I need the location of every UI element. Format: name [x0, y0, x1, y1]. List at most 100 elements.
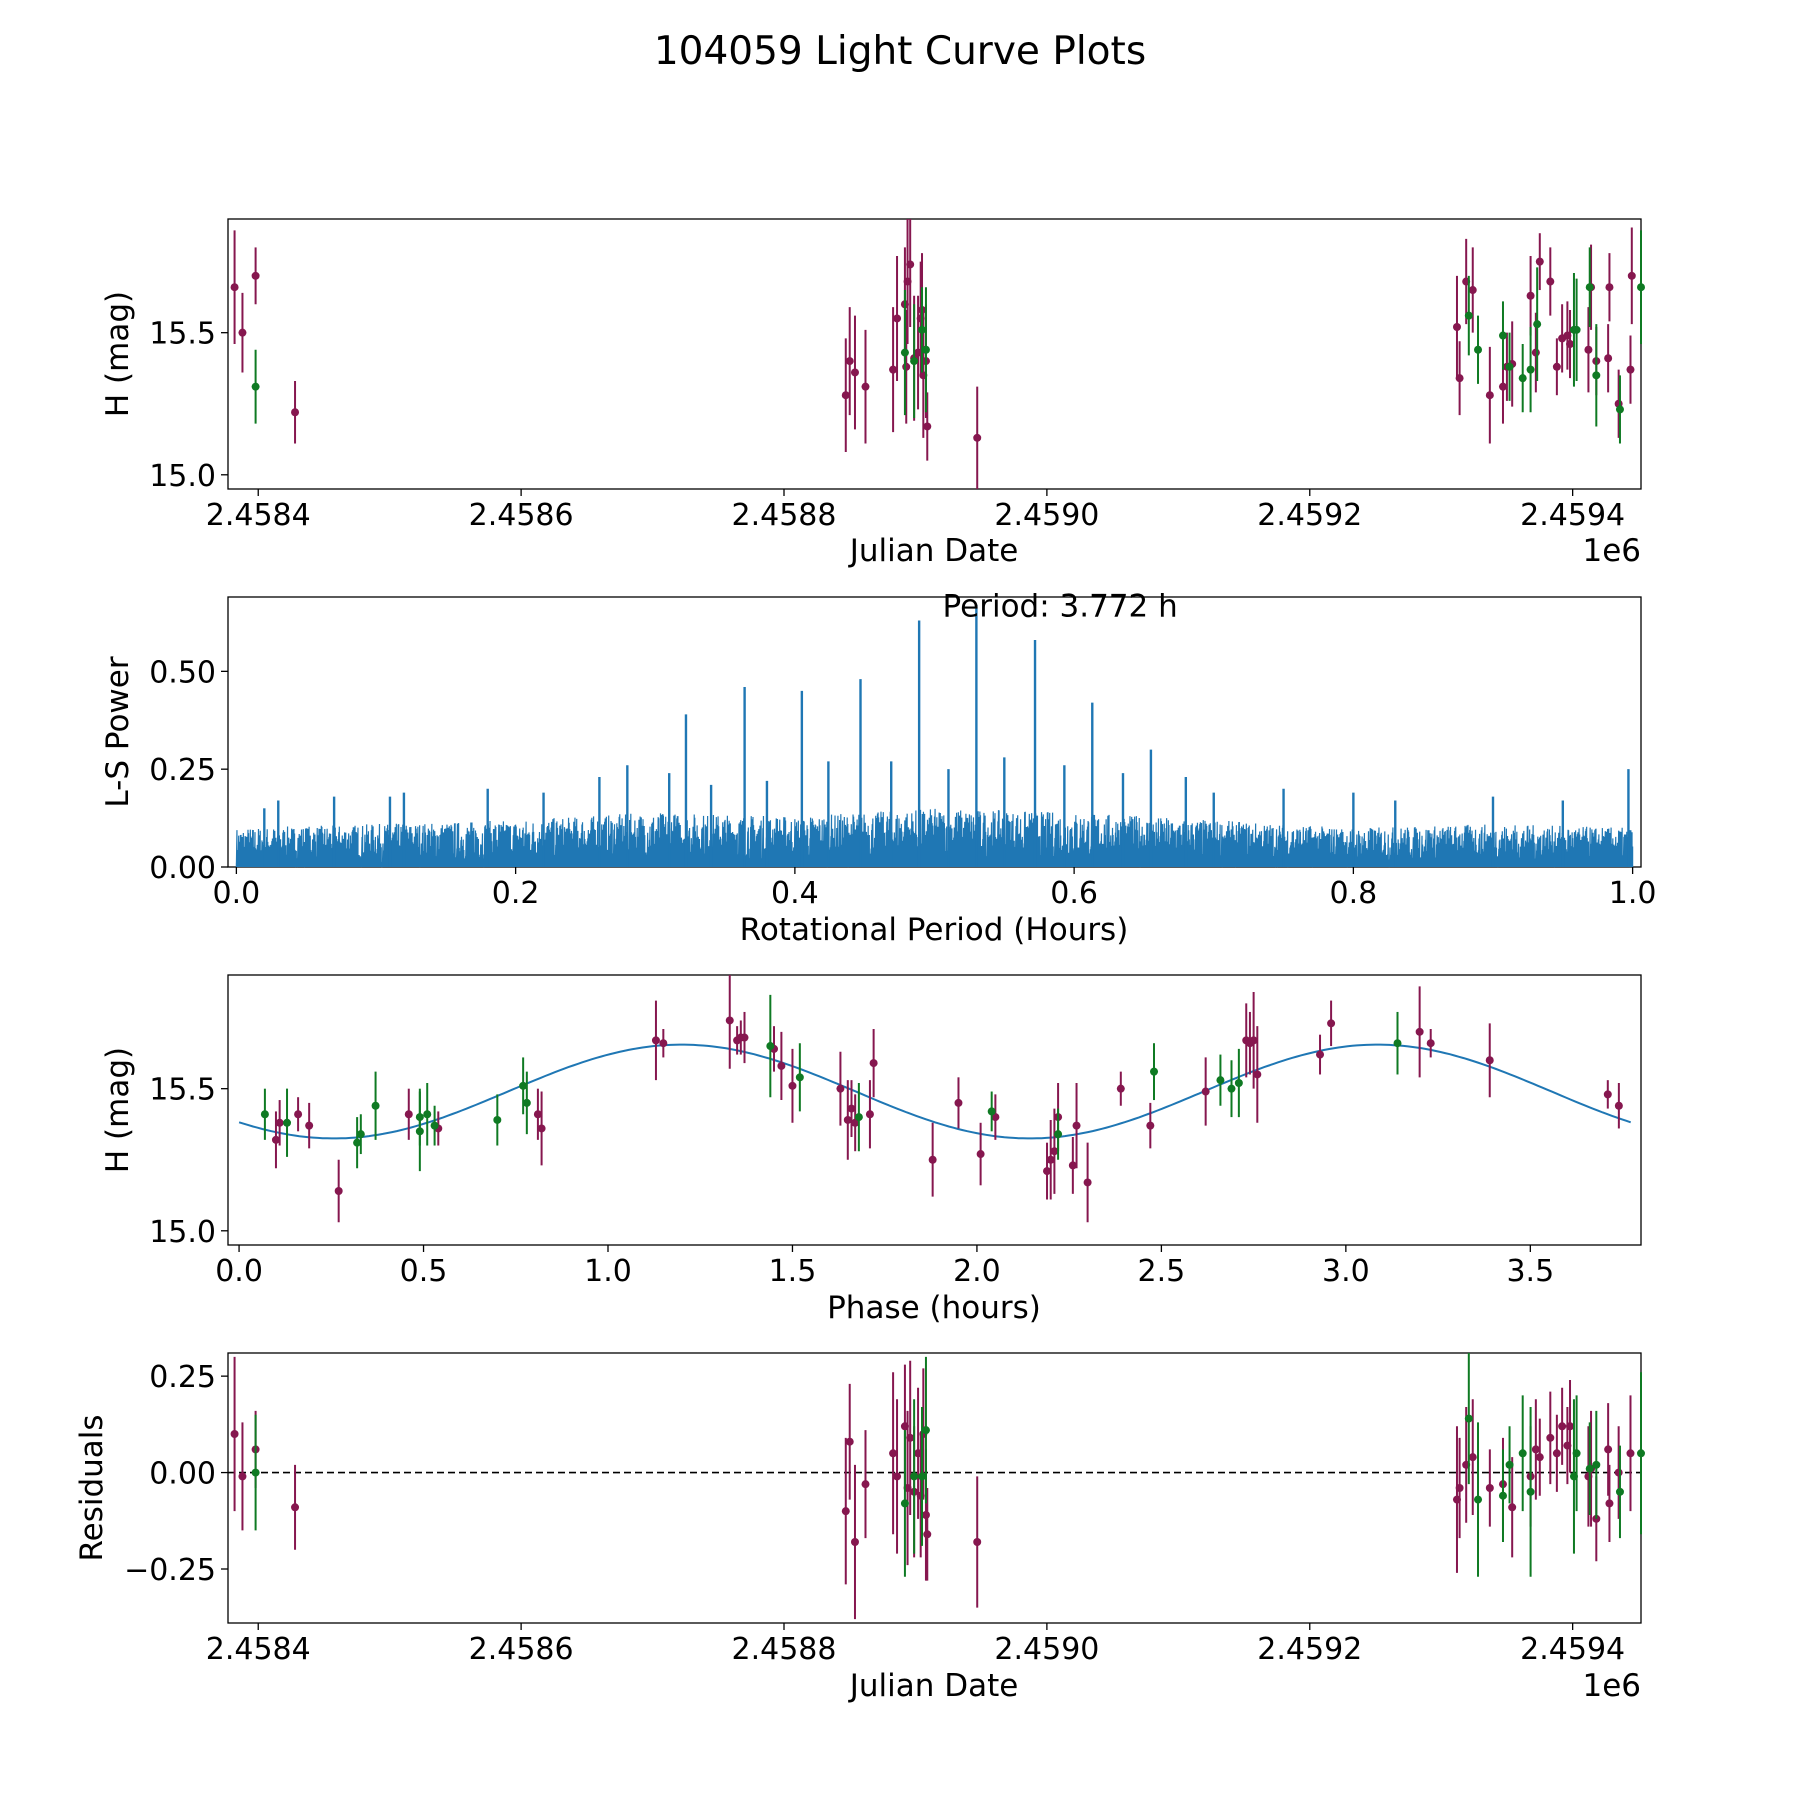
data-point-r [1566, 340, 1575, 349]
data-point-r [889, 1449, 898, 1458]
data-point-g [1393, 1039, 1402, 1048]
data-point-g [1585, 1464, 1594, 1473]
data-point-r [889, 365, 898, 374]
data-point-r [869, 1059, 878, 1068]
y-axis-label: H (mag) [100, 1047, 136, 1173]
y-tick-label: 0.00 [149, 1457, 216, 1492]
data-point-g [1615, 405, 1624, 414]
x-tick-label: 2.4588 [732, 1632, 837, 1667]
x-offset-label: 1e6 [1582, 533, 1641, 569]
data-point-g [900, 1499, 909, 1508]
data-point-r [659, 1039, 668, 1048]
data-point-r [788, 1081, 797, 1090]
data-point-g [1464, 311, 1473, 320]
data-point-g [1505, 1460, 1514, 1469]
x-tick-label: 0.5 [400, 1254, 448, 1289]
data-point-g [251, 1468, 260, 1477]
x-tick-label: 0.8 [1330, 876, 1378, 911]
data-point-r [865, 1110, 874, 1119]
data-point-r [1485, 1484, 1494, 1492]
data-point-g [1498, 331, 1507, 340]
data-point-g [1518, 374, 1527, 383]
data-point-r [1614, 1101, 1623, 1110]
data-point-r [1072, 1121, 1081, 1130]
plot-frame [227, 974, 1642, 1246]
data-point-r [334, 1187, 343, 1195]
data-point-g [1150, 1067, 1159, 1076]
data-point-g [1518, 1449, 1527, 1458]
data-point-r [1584, 345, 1593, 354]
data-point-g [1572, 1449, 1581, 1458]
data-point-g [522, 1098, 531, 1107]
data-point-r [740, 1033, 749, 1042]
data-point-r [1485, 1056, 1494, 1065]
data-point-g [900, 348, 909, 357]
x-tick-label: 1.0 [584, 1254, 632, 1289]
data-point-r [851, 1118, 860, 1127]
data-point-g [1474, 1495, 1483, 1504]
data-point-g [353, 1138, 362, 1147]
data-point-r [305, 1121, 314, 1130]
data-point-r [230, 1430, 239, 1438]
x-tick-label: 2.4592 [1257, 498, 1362, 533]
data-point-r [1535, 1453, 1544, 1462]
data-point-g [1592, 1460, 1601, 1469]
data-point-r [991, 1113, 1000, 1122]
x-axis-label: Rotational Period (Hours) [740, 912, 1129, 948]
data-point-r [1603, 1090, 1612, 1099]
y-tick-label: 0.25 [149, 753, 216, 788]
data-point-g [1234, 1079, 1243, 1087]
periodogram-trace [235, 808, 1634, 868]
data-point-g [854, 1113, 863, 1122]
residuals-panel: Residuals Julian Date 1e6 2.4584 2.4586 2.… [74, 1352, 1645, 1704]
y-tick-label: −0.25 [124, 1553, 216, 1588]
x-tick-label: 2.4592 [1257, 1632, 1362, 1667]
x-tick-label: 0.2 [492, 876, 540, 911]
data-point-r [1249, 1036, 1258, 1045]
data-point-r [973, 1538, 982, 1546]
data-point-g [918, 1472, 927, 1481]
data-point-r [923, 1530, 932, 1539]
data-point-r [1626, 365, 1635, 374]
x-tick-label: 0.6 [1050, 876, 1098, 911]
data-point-r [1083, 1178, 1092, 1187]
data-point-r [954, 1098, 963, 1107]
data-point-g [987, 1107, 996, 1116]
data-point-r [291, 1503, 300, 1512]
data-point-r [1455, 374, 1464, 383]
fit-curve [238, 1043, 1632, 1140]
data-point-r [230, 283, 239, 292]
data-point-r [1546, 1433, 1555, 1442]
data-point-r [537, 1124, 546, 1133]
data-point-r [271, 1135, 280, 1144]
data-point-r [251, 271, 260, 280]
data-point-g [1526, 365, 1535, 374]
data-point-g [910, 1472, 919, 1481]
data-point-g [519, 1081, 528, 1090]
data-point-g [1637, 1449, 1645, 1458]
data-point-r [275, 1118, 284, 1127]
data-point-g [921, 1426, 930, 1435]
data-point-r [841, 391, 850, 400]
data-point-g [1505, 362, 1514, 371]
data-point-r [1116, 1084, 1125, 1093]
data-point-r [1626, 1449, 1635, 1458]
data-point-g [1572, 325, 1581, 334]
data-point-r [294, 1110, 303, 1119]
x-tick-label: 2.4586 [469, 1632, 574, 1667]
y-tick-label: 0.00 [149, 851, 216, 886]
data-point-g [766, 1042, 775, 1051]
data-point-r [1455, 1484, 1464, 1492]
data-point-r [1146, 1121, 1155, 1130]
data-point-g [910, 357, 919, 366]
data-point-r [1068, 1161, 1077, 1170]
data-point-r [1498, 382, 1507, 391]
x-tick-label: 0.0 [213, 876, 261, 911]
data-point-r [238, 328, 247, 337]
data-point-r [1452, 323, 1461, 331]
data-point-r [1535, 257, 1544, 266]
data-point-r [1558, 1422, 1567, 1431]
data-point-r [1415, 1027, 1424, 1036]
data-point-r [1201, 1087, 1210, 1096]
